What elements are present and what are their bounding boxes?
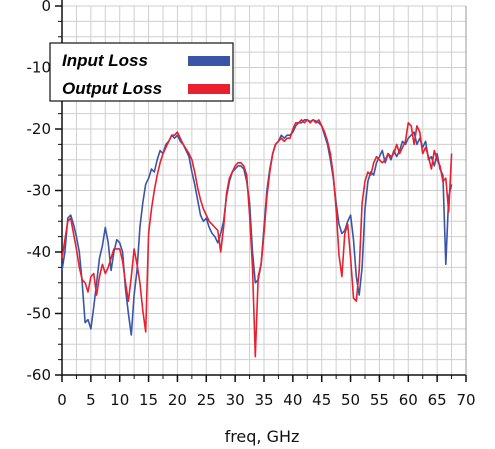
y-tick-label: -40 bbox=[27, 243, 52, 261]
x-tick-label: 10 bbox=[110, 391, 129, 409]
y-tick-label: -60 bbox=[27, 366, 52, 384]
x-tick-labels: 0 5 10 15 20 25 30 35 40 45 50 55 60 65 70 bbox=[57, 375, 476, 409]
x-tick-label: 45 bbox=[312, 391, 331, 409]
y-tick-labels: 0 -10 -20 -30 -40 -50 -60 bbox=[27, 0, 62, 384]
y-tick-label: -20 bbox=[27, 120, 52, 138]
x-tick-label: 70 bbox=[456, 391, 475, 409]
x-tick-label: 0 bbox=[57, 391, 67, 409]
legend: Input Loss Output Loss bbox=[49, 42, 234, 102]
legend-swatch-input-loss bbox=[188, 56, 230, 66]
x-tick-label: 25 bbox=[197, 391, 216, 409]
x-tick-label: 15 bbox=[139, 391, 158, 409]
x-tick-label: 5 bbox=[86, 391, 96, 409]
series-line-output-loss bbox=[61, 119, 453, 358]
x-tick-label: 30 bbox=[226, 391, 245, 409]
x-tick-label: 60 bbox=[399, 391, 418, 409]
x-axis-label: freq, GHz bbox=[225, 427, 300, 446]
x-tick-label: 20 bbox=[168, 391, 187, 409]
x-tick-label: 55 bbox=[370, 391, 389, 409]
y-tick-label: -30 bbox=[27, 182, 52, 200]
y-tick-label: -10 bbox=[27, 59, 52, 77]
series-layer bbox=[61, 119, 453, 358]
y-tick-label: -50 bbox=[27, 305, 52, 323]
x-tick-label: 65 bbox=[428, 391, 447, 409]
legend-label-output-loss: Output Loss bbox=[62, 79, 162, 98]
legend-label-input-loss: Input Loss bbox=[62, 51, 148, 70]
x-tick-label: 35 bbox=[254, 391, 273, 409]
x-tick-label: 50 bbox=[341, 391, 360, 409]
y-tick-label: 0 bbox=[41, 0, 51, 15]
x-tick-label: 40 bbox=[283, 391, 302, 409]
legend-swatch-output-loss bbox=[188, 84, 230, 94]
